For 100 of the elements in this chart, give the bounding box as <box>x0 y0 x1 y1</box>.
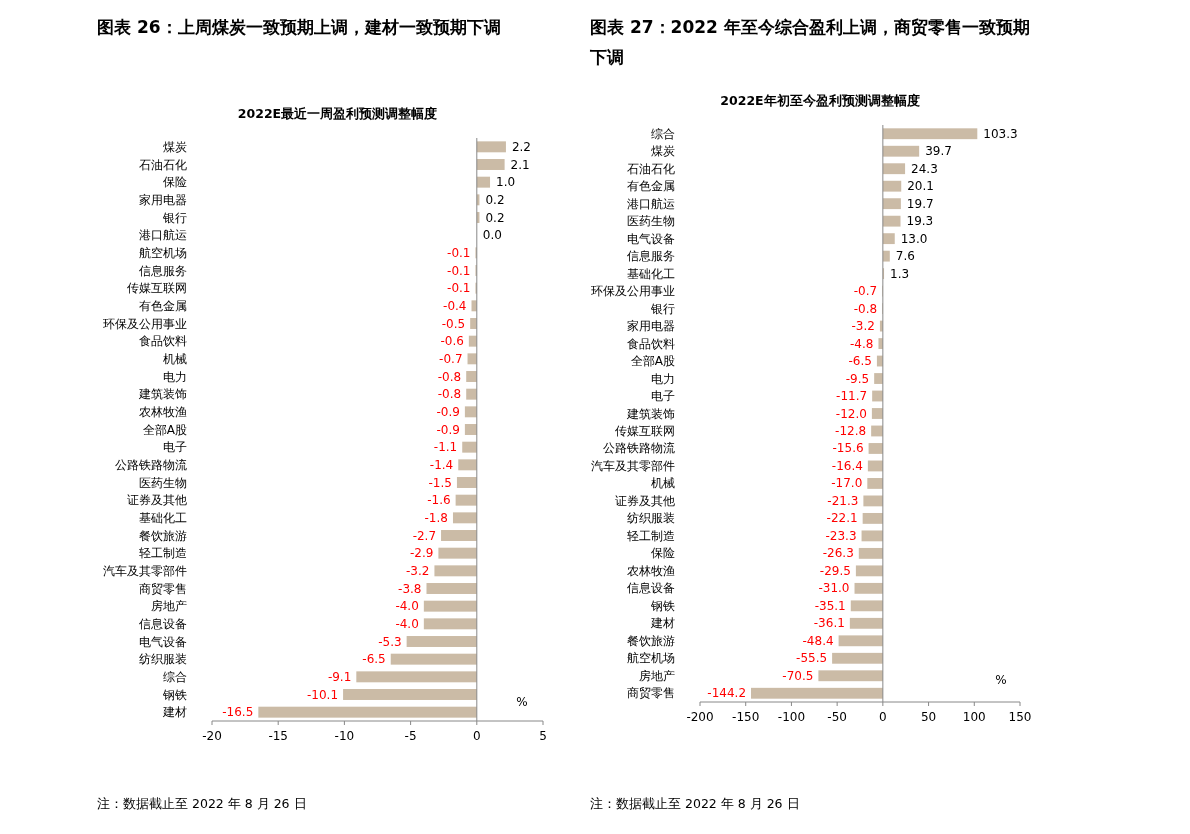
data-label: -0.5 <box>441 316 466 331</box>
data-label: -6.5 <box>848 354 872 369</box>
y-tick-label: 传媒互联网 <box>615 423 675 438</box>
y-tick-label: 食品饮料 <box>139 334 187 349</box>
data-label: 2.1 <box>510 157 530 172</box>
x-tick-label: 50 <box>920 710 937 724</box>
x-tick-label: -15 <box>268 729 288 743</box>
y-tick-label: 保险 <box>163 175 187 190</box>
data-label: -16.4 <box>831 458 863 473</box>
y-tick-label: 商贸零售 <box>139 581 187 596</box>
y-tick-label: 基础化工 <box>627 266 675 281</box>
y-tick-label: 电力 <box>163 369 187 384</box>
y-tick-label: 公路铁路物流 <box>115 457 187 472</box>
y-tick-label: 纺织服装 <box>627 511 675 526</box>
data-label: -4.0 <box>395 616 419 631</box>
y-tick-label: 环保及公用事业 <box>591 284 675 299</box>
y-tick-label: 信息服务 <box>139 263 187 278</box>
data-label: -36.1 <box>813 616 845 631</box>
x-tick-label: 5 <box>539 729 547 743</box>
y-tick-label: 机械 <box>163 351 187 366</box>
data-label: -4.0 <box>395 599 419 614</box>
data-label: -0.8 <box>437 369 462 384</box>
y-tick-label: 电气设备 <box>139 634 187 649</box>
data-label: -16.5 <box>222 705 254 720</box>
x-tick-label: -20 <box>202 729 222 743</box>
y-tick-label: 钢铁 <box>162 687 187 702</box>
chart-title: 图表 27：2022 年至今综合盈利上调，商贸零售一致预期下调 <box>590 16 1030 69</box>
y-tick-label: 汽车及其零部件 <box>591 458 675 473</box>
data-label: -15.6 <box>832 441 864 456</box>
data-label: -9.1 <box>327 669 352 684</box>
data-label: -21.3 <box>827 493 859 508</box>
data-label: -12.8 <box>835 423 867 438</box>
x-tick-label: 150 <box>1008 710 1032 724</box>
data-label: -1.8 <box>424 510 448 525</box>
y-tick-label: 房地产 <box>151 599 187 614</box>
data-label: -1.1 <box>433 440 458 455</box>
y-tick-label: 信息设备 <box>139 616 187 631</box>
y-tick-label: 电子 <box>651 389 675 404</box>
y-tick-label: 环保及公用事业 <box>103 316 187 331</box>
data-label: 13.0 <box>900 231 928 246</box>
data-label: -48.4 <box>802 633 834 648</box>
data-label: -0.6 <box>440 334 464 349</box>
y-tick-label: 煤炭 <box>651 144 675 159</box>
data-label: -0.8 <box>437 387 462 402</box>
y-tick-label: 机械 <box>651 476 675 491</box>
y-tick-label: 航空机场 <box>139 245 187 260</box>
y-tick-label: 电气设备 <box>627 231 675 246</box>
data-label: -144.2 <box>707 686 747 701</box>
data-label: -23.3 <box>825 528 857 543</box>
data-label: -1.6 <box>427 493 451 508</box>
y-tick-label: 食品饮料 <box>627 336 675 351</box>
data-label: -12.0 <box>835 406 867 421</box>
data-label: -55.5 <box>796 651 828 666</box>
y-tick-label: 医药生物 <box>139 475 187 490</box>
data-label: -0.7 <box>853 284 878 299</box>
data-label: 24.3 <box>911 161 938 176</box>
y-tick-label: 港口航运 <box>627 196 675 211</box>
y-tick-label: 家用电器 <box>627 319 675 334</box>
data-label: -0.1 <box>447 245 471 260</box>
y-tick-label: 信息服务 <box>627 249 675 264</box>
x-tick-label: -5 <box>404 729 417 743</box>
data-label: -22.1 <box>826 511 858 526</box>
y-tick-label: 煤炭 <box>163 139 187 154</box>
y-tick-label: 公路铁路物流 <box>603 441 675 456</box>
data-label: -2.9 <box>409 546 434 561</box>
data-label: 39.7 <box>925 144 952 159</box>
y-tick-label: 全部A股 <box>142 422 187 437</box>
y-tick-label: 房地产 <box>639 668 675 683</box>
y-tick-label: 石油石化 <box>627 161 675 176</box>
data-label: -6.5 <box>362 652 386 667</box>
x-tick-label: 100 <box>962 710 986 724</box>
x-tick-label: -50 <box>827 710 847 724</box>
data-label: -0.8 <box>853 301 878 316</box>
x-tick-label: -200 <box>686 710 714 724</box>
y-tick-label: 建材 <box>650 616 675 631</box>
data-label: -70.5 <box>782 668 814 683</box>
y-tick-label: 航空机场 <box>627 651 675 666</box>
y-tick-label: 轻工制造 <box>627 528 675 543</box>
chart-subtitle: 2022E年初至今盈利预测调整幅度 <box>720 93 920 108</box>
data-label: -5.3 <box>378 634 402 649</box>
y-tick-label: 医药生物 <box>627 214 675 229</box>
x-tick-label: -100 <box>777 710 806 724</box>
y-tick-label: 钢铁 <box>650 598 675 613</box>
annotation: % <box>516 695 528 709</box>
y-tick-label: 餐饮旅游 <box>627 633 675 648</box>
data-label: -3.2 <box>406 563 430 578</box>
data-label: 0.2 <box>485 210 505 225</box>
chart-subtitle: 2022E最近一周盈利预测调整幅度 <box>237 106 438 121</box>
data-label: -0.1 <box>447 263 471 278</box>
data-label: -1.4 <box>429 457 454 472</box>
y-tick-label: 轻工制造 <box>139 546 187 561</box>
data-label: -3.8 <box>398 581 422 596</box>
data-label: 103.3 <box>983 126 1018 141</box>
data-label: -31.0 <box>818 581 850 596</box>
data-label: -10.1 <box>307 687 339 702</box>
y-tick-label: 有色金属 <box>627 179 675 194</box>
data-label: -3.2 <box>851 319 875 334</box>
data-label: -9.5 <box>845 371 870 386</box>
data-label: 0.0 <box>482 228 502 243</box>
x-tick-label: 0 <box>879 710 887 724</box>
